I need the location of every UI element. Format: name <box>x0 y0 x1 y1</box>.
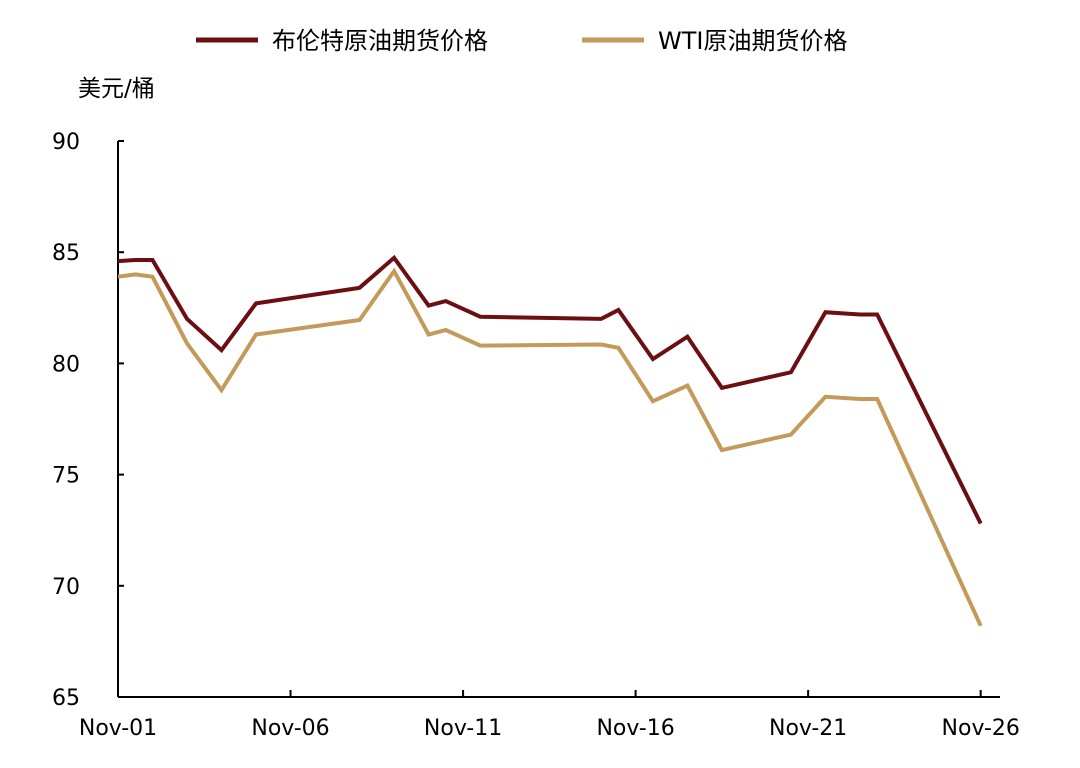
y-tick-label: 85 <box>52 241 80 266</box>
legend-label-brent: 布伦特原油期货价格 <box>272 27 488 55</box>
y-tick-label: 90 <box>52 130 80 155</box>
y-tick-label: 80 <box>52 352 80 377</box>
x-tick-label: Nov-01 <box>79 716 157 741</box>
y-tick-label: 75 <box>52 464 80 489</box>
y-tick-label: 70 <box>52 575 80 600</box>
legend-label-wti: WTI原油期货价格 <box>658 27 847 55</box>
legend: 布伦特原油期货价格 WTI原油期货价格 <box>196 27 847 55</box>
x-tick-label: Nov-16 <box>596 716 674 741</box>
x-tick-label: Nov-06 <box>251 716 329 741</box>
series-layer <box>117 254 983 627</box>
x-tick-label: Nov-11 <box>424 716 502 741</box>
x-tick-label: Nov-26 <box>942 716 1020 741</box>
y-axis-unit-label: 美元/桶 <box>78 76 155 102</box>
y-tick-label: 65 <box>52 686 80 711</box>
axes: 65 70 75 80 85 90 Nov-01 Nov-06 Nov-11 Nov-16 Nov-… <box>52 130 1020 741</box>
series-line-wti <box>117 267 983 627</box>
series-line-brent <box>117 254 983 525</box>
x-tick-label: Nov-21 <box>769 716 847 741</box>
